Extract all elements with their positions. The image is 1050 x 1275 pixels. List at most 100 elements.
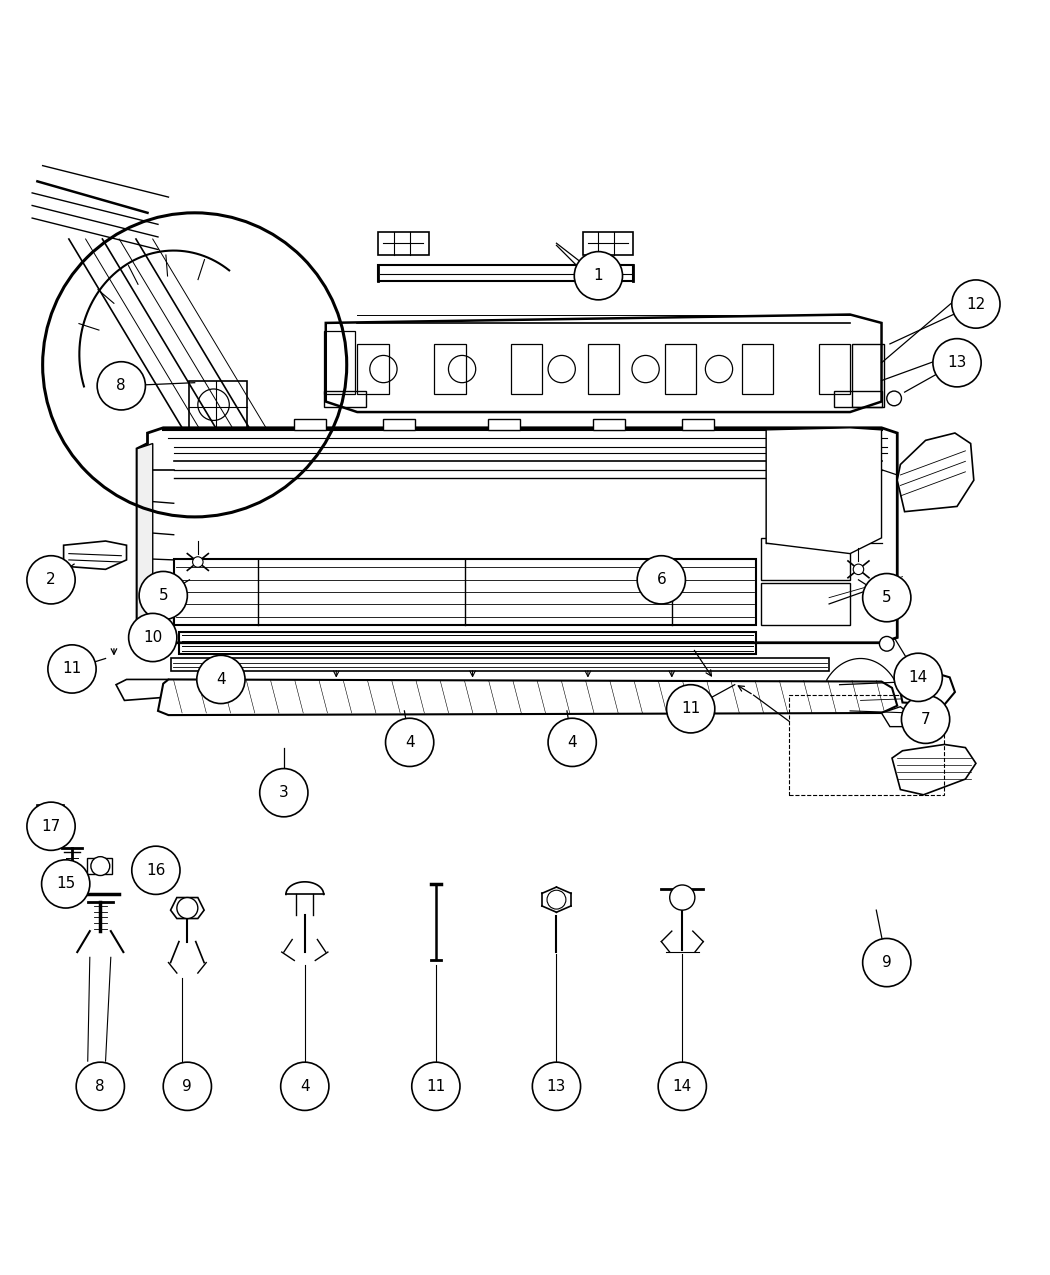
Bar	[38, 806, 64, 824]
Circle shape	[574, 251, 623, 300]
Polygon shape	[766, 428, 882, 553]
Text: 5: 5	[159, 588, 168, 603]
Polygon shape	[152, 434, 871, 449]
Bar	[761, 583, 851, 625]
Bar	[294, 419, 325, 430]
Text: 14: 14	[908, 669, 928, 685]
Bar	[357, 344, 388, 394]
Circle shape	[176, 898, 197, 918]
Circle shape	[163, 1062, 211, 1111]
Polygon shape	[136, 444, 152, 645]
Circle shape	[27, 556, 76, 604]
Text: 6: 6	[656, 572, 666, 588]
Bar	[835, 391, 882, 407]
Bar	[583, 232, 633, 255]
Circle shape	[91, 857, 110, 876]
Bar	[511, 344, 543, 394]
Text: 16: 16	[146, 863, 166, 877]
Circle shape	[932, 339, 981, 386]
Text: 1: 1	[593, 268, 603, 283]
Circle shape	[131, 847, 180, 894]
Bar	[383, 419, 415, 430]
Text: 5: 5	[882, 590, 891, 606]
Text: 11: 11	[681, 701, 700, 717]
Bar	[87, 858, 112, 875]
Bar	[588, 344, 619, 394]
Text: 11: 11	[426, 1079, 445, 1094]
Text: 17: 17	[41, 819, 61, 834]
Text: 4: 4	[567, 734, 578, 750]
Bar	[682, 419, 714, 430]
Text: 9: 9	[183, 1079, 192, 1094]
Circle shape	[128, 613, 176, 662]
Bar	[378, 265, 633, 280]
Bar	[741, 344, 773, 394]
Text: 8: 8	[117, 379, 126, 393]
Text: 7: 7	[921, 711, 930, 727]
Polygon shape	[136, 428, 898, 643]
Text: 13: 13	[547, 1079, 566, 1094]
Bar	[323, 391, 365, 407]
Circle shape	[192, 557, 203, 567]
Bar	[323, 332, 355, 394]
Text: 13: 13	[947, 356, 967, 370]
Circle shape	[196, 655, 245, 704]
Text: 4: 4	[300, 1079, 310, 1094]
Bar	[170, 658, 830, 671]
Bar	[665, 344, 696, 394]
Circle shape	[863, 938, 911, 987]
Circle shape	[548, 718, 596, 766]
Circle shape	[532, 1062, 581, 1111]
Circle shape	[902, 695, 949, 743]
Text: 4: 4	[216, 672, 226, 687]
Polygon shape	[882, 706, 914, 727]
Polygon shape	[117, 680, 189, 700]
Circle shape	[854, 564, 864, 575]
Circle shape	[670, 885, 695, 910]
Circle shape	[895, 653, 942, 701]
Text: 9: 9	[882, 955, 891, 970]
Bar	[378, 232, 428, 255]
Text: 3: 3	[279, 785, 289, 801]
Circle shape	[637, 556, 686, 604]
Circle shape	[385, 718, 434, 766]
Text: 15: 15	[56, 876, 76, 891]
Text: 4: 4	[405, 734, 415, 750]
Circle shape	[27, 802, 76, 850]
Bar	[790, 695, 944, 794]
Circle shape	[667, 685, 715, 733]
Text: 8: 8	[96, 1079, 105, 1094]
Bar	[189, 381, 247, 428]
Text: 11: 11	[62, 662, 82, 677]
Polygon shape	[170, 898, 204, 918]
Polygon shape	[892, 745, 975, 794]
Bar	[819, 344, 850, 394]
Circle shape	[139, 571, 187, 620]
Circle shape	[259, 769, 308, 817]
Bar	[853, 344, 884, 407]
Circle shape	[42, 859, 90, 908]
Bar	[178, 632, 756, 654]
Circle shape	[48, 645, 97, 694]
Polygon shape	[326, 315, 882, 412]
Text: 12: 12	[966, 297, 986, 311]
Bar	[593, 419, 625, 430]
Polygon shape	[158, 680, 898, 715]
Circle shape	[887, 391, 902, 405]
Bar	[434, 344, 465, 394]
Circle shape	[863, 574, 911, 622]
Circle shape	[77, 1062, 125, 1111]
Polygon shape	[898, 434, 973, 511]
Circle shape	[658, 1062, 707, 1111]
Circle shape	[412, 1062, 460, 1111]
Bar	[173, 558, 756, 625]
Circle shape	[280, 1062, 329, 1111]
Text: 14: 14	[673, 1079, 692, 1094]
Polygon shape	[901, 669, 954, 705]
Text: 2: 2	[46, 572, 56, 588]
Circle shape	[951, 280, 1000, 328]
Bar	[761, 538, 851, 580]
Circle shape	[98, 362, 145, 411]
Text: 10: 10	[143, 630, 163, 645]
Bar	[488, 419, 520, 430]
